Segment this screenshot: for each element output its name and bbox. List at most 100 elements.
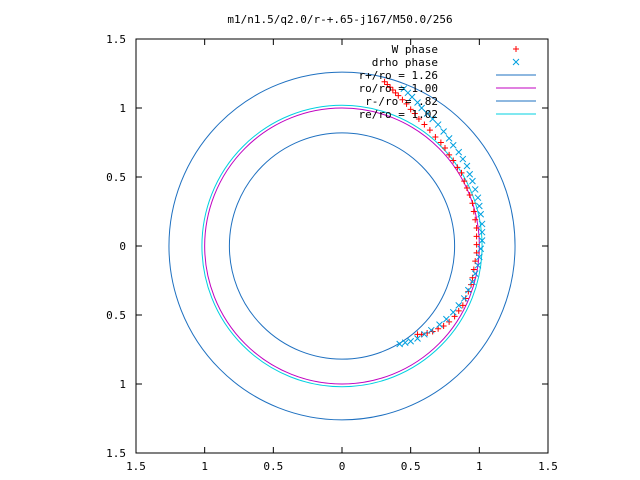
legend-swatch-marker [513,46,519,52]
legend-label: drho phase [372,56,438,69]
legend-label: r-/ro = .82 [365,95,438,108]
w-phase-point [473,233,480,240]
drho-phase-point [434,121,442,128]
w-phase-point [463,185,470,192]
w-phase-point [440,323,447,330]
drho-phase-point [401,339,409,346]
drho-phase-point [443,315,450,323]
circle-re-ro-1-02 [201,104,483,388]
y-tick-label: 0.5 [106,171,126,184]
w-phase-point [470,208,477,215]
drho-phase-point [477,245,485,253]
drho-phase-point [459,155,467,163]
drho-phase-point [455,301,463,309]
drho-phase-point [408,93,416,101]
x-tick-label: 1 [201,460,208,473]
w-phase-point [435,325,442,332]
drho-phase-point [463,162,471,170]
drho-phase-point [436,321,443,329]
drho-phase-point [396,340,404,348]
drho-phase-point [471,270,479,277]
y-tick-label: 1 [119,102,126,115]
w-phase-point [469,200,476,207]
plot-area-frame [135,38,549,454]
y-tick-label: 1.5 [106,447,126,460]
drho-phase-point [429,115,436,123]
drho-phase-point [414,335,421,342]
drho-phase-point [478,228,486,236]
drho-phase-point [440,128,447,135]
x-tick-label: 0 [339,460,346,473]
drho-phase-point [471,186,479,193]
legend-swatch-marker [512,58,520,66]
w-phase-point [384,81,391,88]
w-phase-point [432,133,439,140]
w-phase-point [387,84,394,91]
drho-phase-point [455,148,463,156]
w-phase-point [459,302,466,309]
drho-phase-point [466,170,474,178]
legend-label: W phase [392,43,438,56]
drho-phase-point [469,177,476,185]
w-phase-point [472,216,479,223]
chart-title: m1/n1.5/q2.0/r-+.65-j167/M50.0/256 [227,13,452,26]
w-phase-point [381,78,388,85]
w-phase-point [450,157,457,164]
y-tick-label: 1 [119,378,126,391]
w-phase-point [455,307,462,314]
x-tick-label: 0.5 [401,460,421,473]
drho-phase-point [449,141,457,149]
drho-phase-point [478,220,486,228]
drho-phase-point [423,110,431,117]
drho-phase-point [477,210,485,218]
drho-phase-point [469,278,476,286]
w-phase-point [403,100,410,107]
x-tick-label: 1 [476,460,483,473]
drho-phase-point [449,308,457,316]
x-tick-label: 1.5 [126,460,146,473]
drho-phase-point [464,286,472,294]
legend-label: re/ro = 1.02 [359,108,438,121]
w-phase-point [461,178,468,185]
w-phase-point [414,331,421,338]
y-tick-label: 0.5 [106,309,126,322]
drho-phase-point [421,330,428,338]
drho-phase-point [414,99,421,106]
drho-phase-point [427,326,435,334]
w-phase-point [426,127,433,134]
data-points [381,78,486,348]
w-phase-point [446,151,453,158]
drho-phase-point [418,104,426,112]
w-phase-point [454,164,461,171]
drho-phase-point [475,202,483,210]
w-phase-point [470,266,477,273]
w-phase-point [411,110,418,117]
y-tick-label: 0 [119,240,126,253]
legend-label: ro/ro = 1.00 [359,82,438,95]
circle-r-ro-1-26 [168,71,516,421]
w-phase-point [466,191,473,198]
x-tick-label: 0.5 [263,460,283,473]
w-phase-point [389,87,396,94]
drho-phase-point [445,135,453,142]
axes: 1.5 1 0.5 0 0.5 1 1.51.510.500.511.5 [106,33,558,473]
reference-circles [168,71,516,421]
w-phase-point [451,313,458,320]
drho-phase-point [407,337,415,345]
circle-ro-ro-1-00 [204,107,480,385]
w-phase-point [395,92,402,99]
w-phase-point [473,225,480,232]
drho-phase-point [474,261,482,269]
circle-r-ro-82 [228,132,456,360]
w-phase-point [421,121,428,128]
w-phase-point [399,96,406,103]
drho-phase-point [478,237,486,244]
y-tick-label: 1.5 [106,33,126,46]
x-tick-label: 1.5 [538,460,558,473]
w-phase-point [392,89,399,96]
w-phase-point [473,241,480,248]
w-phase-point [437,139,444,146]
drho-phase-point [474,194,482,202]
